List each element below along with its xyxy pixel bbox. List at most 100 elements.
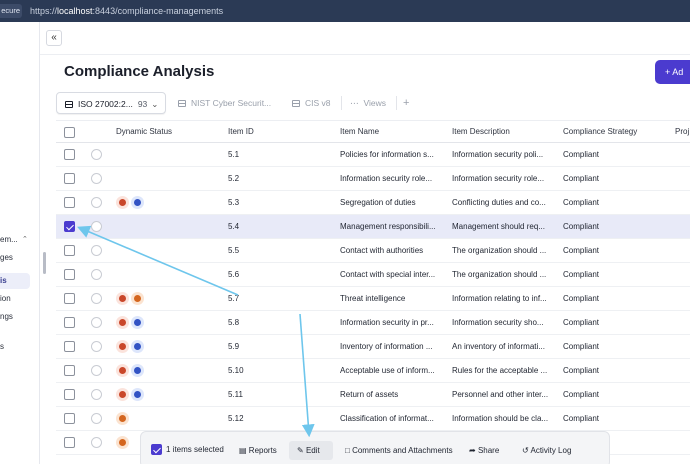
- item-description-cell: Information security role...: [452, 174, 545, 183]
- more-options-icon[interactable]: ⋮: [688, 92, 690, 112]
- add-button[interactable]: + Ad: [655, 60, 690, 84]
- table-row[interactable]: 5.9 Inventory of information ... An invent…: [56, 335, 690, 359]
- comment-bubble-icon[interactable]: [91, 245, 102, 256]
- add-tab-button[interactable]: +: [403, 97, 410, 109]
- compliance-strategy-cell: Compliant: [563, 174, 600, 183]
- row-checkbox[interactable]: [64, 389, 75, 400]
- select-all-checkbox[interactable]: [64, 127, 75, 138]
- tab-cis-v8[interactable]: CIS v8: [292, 92, 331, 114]
- status-blue-icon[interactable]: [131, 388, 144, 401]
- table-row[interactable]: 5.10 Acceptable use of inform... Rules for…: [56, 359, 690, 383]
- comment-bubble-icon[interactable]: [91, 317, 102, 328]
- collapse-sidebar-button[interactable]: «: [46, 30, 62, 46]
- tab-views[interactable]: ⋯ Views: [350, 92, 386, 114]
- reports-button[interactable]: ▤ Reports: [231, 441, 277, 460]
- status-red-icon[interactable]: [116, 340, 129, 353]
- table-row[interactable]: 5.11 Return of assets Personnel and other …: [56, 383, 690, 407]
- column-header-item-id[interactable]: Item ID: [228, 127, 254, 136]
- dynamic-status-badges: [116, 340, 146, 353]
- status-blue-icon[interactable]: [131, 196, 144, 209]
- reports-label: Reports: [248, 446, 277, 455]
- sidebar-item-ion[interactable]: ion: [0, 294, 11, 303]
- chevron-down-icon[interactable]: ⌄: [151, 99, 159, 109]
- table-row[interactable]: 5.2 Information security role... Informati…: [56, 167, 690, 191]
- comment-bubble-icon[interactable]: [91, 149, 102, 160]
- comment-bubble-icon[interactable]: [91, 437, 102, 448]
- table-row[interactable]: 5.8 Information security in pr... Informat…: [56, 311, 690, 335]
- row-checkbox[interactable]: [64, 317, 75, 328]
- comment-bubble-icon[interactable]: [91, 197, 102, 208]
- status-blue-icon[interactable]: [131, 364, 144, 377]
- secure-indicator[interactable]: ecure: [0, 4, 22, 18]
- row-checkbox[interactable]: [64, 269, 75, 280]
- row-checkbox[interactable]: [64, 173, 75, 184]
- activity-log-button[interactable]: ↺ Activity Log: [514, 441, 571, 460]
- row-checkbox[interactable]: [64, 197, 75, 208]
- comment-bubble-icon[interactable]: [91, 293, 102, 304]
- row-checkbox[interactable]: [64, 341, 75, 352]
- comments-attachments-button[interactable]: □ Comments and Attachments: [337, 441, 453, 460]
- status-blue-icon[interactable]: [131, 316, 144, 329]
- status-red-icon[interactable]: [116, 292, 129, 305]
- comments-label: Comments and Attachments: [352, 446, 453, 455]
- sidebar-item-s[interactable]: s: [0, 342, 4, 351]
- comment-bubble-icon[interactable]: [91, 389, 102, 400]
- status-orange-icon[interactable]: [116, 412, 129, 425]
- row-checkbox[interactable]: [64, 149, 75, 160]
- table-row[interactable]: 5.5 Contact with authorities The organizat…: [56, 239, 690, 263]
- share-button[interactable]: ➦ Share: [461, 441, 499, 460]
- status-orange-icon[interactable]: [131, 292, 144, 305]
- row-checkbox[interactable]: [64, 413, 75, 424]
- url-text[interactable]: https://localhost:8443/compliance-manage…: [30, 6, 223, 16]
- edit-button[interactable]: ✎ Edit: [289, 441, 333, 460]
- row-checkbox[interactable]: [64, 245, 75, 256]
- column-header-compliance-strategy[interactable]: Compliance Strategy: [563, 127, 638, 136]
- comment-bubble-icon[interactable]: [91, 269, 102, 280]
- header-divider: [40, 54, 690, 55]
- table-row[interactable]: 5.7 Threat intelligence Information relati…: [56, 287, 690, 311]
- row-checkbox[interactable]: [64, 365, 75, 376]
- sidebar-resize-handle[interactable]: [43, 252, 46, 274]
- select-all-checkbox-cell: [64, 127, 75, 140]
- sidebar-group[interactable]: em... ⌃: [0, 235, 28, 244]
- status-red-icon[interactable]: [116, 364, 129, 377]
- status-orange-icon[interactable]: [116, 436, 129, 449]
- row-checkbox[interactable]: [64, 437, 75, 448]
- status-red-icon[interactable]: [116, 196, 129, 209]
- item-description-cell: Management should req...: [452, 222, 545, 231]
- item-description-cell: The organization should ...: [452, 246, 547, 255]
- status-red-icon[interactable]: [116, 316, 129, 329]
- table-row[interactable]: 5.4 Management responsibili... Management …: [56, 215, 690, 239]
- table-row[interactable]: 5.3 Segregation of duties Conflicting duti…: [56, 191, 690, 215]
- tab-iso-27002[interactable]: ISO 27002:2... 93 ⌄: [56, 92, 166, 114]
- status-blue-icon[interactable]: [131, 340, 144, 353]
- comment-bubble-icon[interactable]: [91, 221, 102, 232]
- selection-checkbox[interactable]: [151, 444, 162, 455]
- dynamic-status-badges: [116, 436, 131, 449]
- tab-divider: [341, 96, 342, 110]
- sidebar-item-ges[interactable]: ges: [0, 253, 13, 262]
- tab-label: Views: [363, 98, 387, 108]
- url-host: localhost: [57, 6, 93, 16]
- table-row[interactable]: 5.6 Contact with special inter... The orga…: [56, 263, 690, 287]
- column-header-dynamic-status[interactable]: Dynamic Status: [116, 127, 173, 136]
- comment-bubble-icon[interactable]: [91, 173, 102, 184]
- tab-nist[interactable]: NIST Cyber Securit...: [178, 92, 271, 114]
- compliance-strategy-cell: Compliant: [563, 246, 600, 255]
- sidebar-item-is[interactable]: is: [0, 273, 30, 289]
- table-row[interactable]: 5.12 Classification of informat... Informa…: [56, 407, 690, 431]
- row-checkbox[interactable]: [64, 221, 75, 232]
- dynamic-status-badges: [116, 388, 146, 401]
- item-name-cell: Information security role...: [340, 174, 433, 183]
- column-header-item-description[interactable]: Item Description: [452, 127, 510, 136]
- sidebar-item-ngs[interactable]: ngs: [0, 312, 13, 321]
- column-header-proj[interactable]: Proj: [675, 127, 690, 136]
- column-header-item-name[interactable]: Item Name: [340, 127, 380, 136]
- status-red-icon[interactable]: [116, 388, 129, 401]
- row-checkbox[interactable]: [64, 293, 75, 304]
- comment-bubble-icon[interactable]: [91, 341, 102, 352]
- comment-bubble-icon[interactable]: [91, 413, 102, 424]
- compliance-strategy-cell: Compliant: [563, 222, 600, 231]
- table-row[interactable]: 5.1 Policies for information s... Informat…: [56, 143, 690, 167]
- comment-bubble-icon[interactable]: [91, 365, 102, 376]
